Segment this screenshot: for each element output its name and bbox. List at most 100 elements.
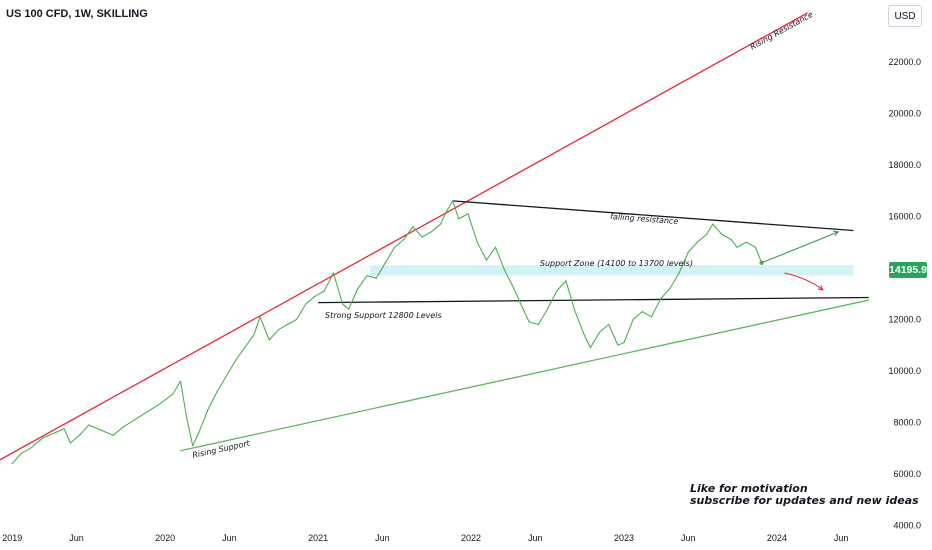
price-point [458,218,460,220]
x-tick-label: 2022 [461,533,481,543]
price-point [485,259,487,261]
price-point [186,416,188,418]
rising-resistance-line [0,12,808,461]
price-point [384,262,386,264]
price-point [216,390,218,393]
price-point [244,347,246,349]
price-point [522,308,524,310]
price-point [268,339,270,341]
last-price-label: 14195.9 [889,262,927,278]
price-point [641,311,644,313]
projection-down-curve [784,272,824,291]
y-tick-label: 8000.0 [893,417,921,427]
price-point [678,272,680,274]
strong-support-label: Strong Support 12800 Levels [325,311,442,320]
price-point [234,360,237,362]
price-point [259,316,261,318]
price-point [608,323,610,326]
x-tick-label: Jun [834,533,849,543]
price-point [198,432,200,434]
price-point [30,447,32,449]
price-point [494,246,497,248]
rising-resistance-label: Rising Resistance [749,10,815,52]
projection-down-arrowhead [817,284,824,291]
price-point [112,434,114,436]
note-line-2: subscribe for updates and new ideas [690,494,919,507]
price-point [179,380,182,382]
support-zone-label: Support Zone (14100 to 13700 levels) [540,259,693,268]
price-point [225,375,227,377]
price-point [632,318,634,320]
projection-up-curve [761,231,839,264]
price-point [305,303,307,305]
price-point [452,200,454,202]
price-point [476,241,478,243]
price-point [687,251,689,253]
price-line [11,200,763,464]
price-point [712,223,714,225]
price-point [63,428,65,430]
price-point [323,290,325,292]
price-point [513,287,515,290]
price-point [546,308,549,310]
price-point [589,347,592,349]
price-point [565,280,567,282]
y-tick-label: 22000.0 [888,57,921,67]
price-point [11,463,13,465]
price-point [296,318,298,320]
price-point [421,236,423,238]
price-point [20,452,22,454]
price-point [669,287,671,290]
price-point [54,432,56,434]
y-tick-label: 4000.0 [893,520,921,530]
price-point [617,344,619,346]
price-point [342,303,344,305]
price-point [528,321,530,323]
price-point [357,287,359,290]
price-point [207,408,209,411]
price-point [439,223,442,225]
y-tick-label: 16000.0 [888,211,921,221]
currency-button[interactable]: USD [888,5,922,27]
price-point [706,233,708,235]
price-point [78,434,81,436]
price-point [598,331,601,333]
x-tick-label: 2023 [614,533,634,543]
projection-up-arrowhead [833,230,840,237]
falling-resistance-label: falling resistance [610,212,679,226]
price-point [660,298,662,300]
price-point [146,411,148,413]
symbol-title: US 100 CFD, 1W, SKILLING [6,8,148,20]
price-point [394,246,396,248]
y-tick-label: 12000.0 [888,314,921,324]
price-point [537,323,540,326]
price-point [623,342,625,344]
note-line-1: Like for motivation [690,482,808,495]
price-point [696,241,699,243]
price-point [446,210,448,212]
x-tick-label: 2021 [308,533,328,543]
x-tick-label: Jun [69,533,84,543]
price-point [277,329,279,331]
price-point [88,424,90,426]
price-point [192,445,194,447]
price-point [556,290,558,292]
price-point [375,277,377,279]
support-zone [370,265,854,276]
y-tick-label: 18000.0 [888,160,921,170]
price-point [253,334,255,336]
price-point [100,429,102,431]
price-point [730,238,732,241]
x-tick-label: Jun [375,533,390,543]
price-point [158,403,160,405]
x-tick-label: Jun [681,533,696,543]
y-tick-label: 6000.0 [893,469,921,479]
price-point [412,226,414,228]
price-point [736,246,738,248]
price-point [650,316,653,318]
price-point [504,269,506,271]
price-point [403,238,405,241]
price-point [583,334,585,336]
x-tick-label: 2024 [767,533,787,543]
